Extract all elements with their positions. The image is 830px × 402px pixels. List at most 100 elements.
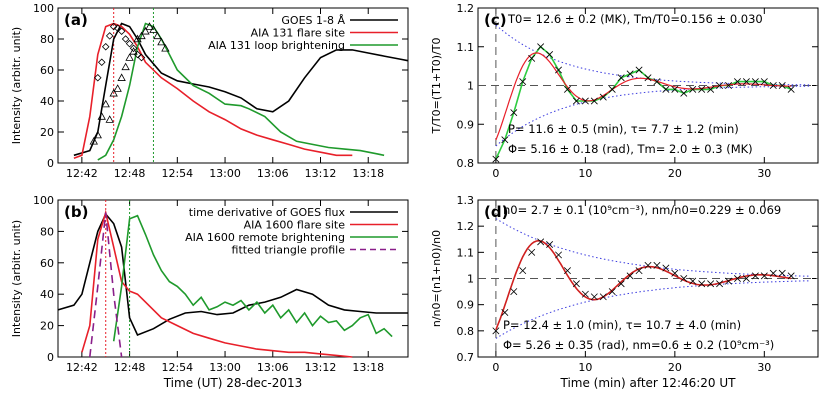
x-tick-label: 13:12 — [305, 167, 337, 180]
data-point — [725, 82, 733, 89]
x-tick-label: 20 — [668, 361, 682, 374]
diamond-marker — [113, 24, 122, 32]
data-point — [644, 74, 652, 82]
diamond-marker — [117, 27, 126, 36]
fit-curve — [495, 52, 792, 141]
data-point — [680, 89, 688, 97]
data-point — [769, 82, 777, 89]
y-tick-label: 60 — [40, 257, 54, 270]
plot-frame — [57, 199, 409, 358]
x-tick-label: 13:12 — [305, 361, 337, 374]
data-point — [581, 290, 589, 298]
data-point — [608, 288, 616, 296]
y-tick-label: 1 — [467, 80, 474, 93]
annotation-text: P= 12.4 ± 1.0 (min), τ= 10.7 ± 4.0 (min) — [503, 318, 741, 332]
x-tick-label: 30 — [757, 361, 771, 374]
data-point — [698, 280, 706, 288]
data-point — [510, 288, 518, 296]
x-tick-label: 20 — [668, 167, 682, 180]
x-tick-label: 10 — [578, 361, 592, 374]
y-tick-label: 1.3 — [457, 194, 475, 207]
data-point — [707, 280, 715, 288]
data-point — [769, 269, 777, 277]
data-point — [716, 280, 724, 288]
triangle-marker — [157, 37, 166, 46]
panel-label: (a) — [64, 11, 88, 29]
data-point — [733, 275, 741, 282]
y-tick-label: 20 — [40, 320, 54, 333]
data-point — [617, 74, 625, 82]
panel-1 — [57, 199, 409, 358]
panel-label: (c) — [484, 11, 507, 29]
legend-label: GOES 1-8 Å — [281, 14, 345, 27]
data-point — [751, 272, 759, 280]
data-point — [698, 85, 706, 93]
envelope-line — [495, 280, 810, 339]
data-point — [707, 85, 715, 93]
y-tick-label: 1.2 — [457, 2, 475, 15]
series-line — [89, 212, 123, 358]
data-point — [778, 82, 786, 89]
diamond-marker — [94, 73, 102, 82]
data-point — [689, 85, 697, 93]
data-point — [501, 136, 509, 144]
data-point — [742, 78, 750, 86]
diamond-marker — [101, 42, 110, 51]
data-line — [495, 45, 792, 160]
legend-label: AIA 131 flare site — [251, 27, 346, 40]
y-tick-label: 1.1 — [457, 41, 475, 54]
x-tick-label: 12:54 — [161, 167, 193, 180]
diamond-marker — [129, 44, 138, 53]
x-tick-label: 12:42 — [66, 361, 98, 374]
diamond-marker — [109, 22, 118, 31]
x-tick-label: 12:48 — [114, 167, 146, 180]
x-tick-label: 30 — [757, 167, 771, 180]
y-tick-label: 80 — [40, 225, 54, 238]
triangle-marker — [109, 88, 118, 97]
y-axis-label: n/n0=(n1+n0)/n0 — [430, 230, 443, 327]
data-point — [635, 66, 643, 74]
data-point — [617, 280, 625, 288]
y-axis-label: Intensity (arbitr. unit) — [10, 220, 23, 337]
annotation-text: Φ= 5.26 ± 0.35 (rad), nm=0.6 ± 0.2 (10⁹c… — [503, 338, 774, 352]
data-point — [492, 327, 500, 335]
data-point — [572, 280, 580, 288]
y-axis-label: T/T0=(T1+T0)/T0 — [430, 37, 443, 134]
envelope-line — [495, 85, 810, 147]
y-tick-label: 80 — [40, 33, 54, 46]
triangle-marker — [153, 31, 162, 40]
diamond-marker — [137, 53, 146, 62]
x-tick-label: 13:06 — [257, 167, 289, 180]
data-point — [519, 78, 527, 86]
series-line — [73, 22, 409, 157]
data-point — [760, 272, 768, 280]
x-tick-label: 10 — [578, 167, 592, 180]
y-tick-label: 0 — [47, 157, 54, 170]
panel-label: (d) — [484, 203, 508, 221]
legend-label: AIA 1600 remote brightening — [185, 231, 345, 244]
data-point — [563, 267, 571, 275]
y-tick-label: 100 — [33, 2, 54, 15]
data-point — [599, 293, 607, 301]
x-tick-label: 13:18 — [352, 167, 384, 180]
annotation-text: n0= 2.7 ± 0.1 (10⁹cm⁻³), nm/n0=0.229 ± 0… — [503, 203, 781, 217]
annotation-text: Φ= 5.16 ± 0.18 (rad), Tm= 2.0 ± 0.3 (MK) — [508, 142, 753, 156]
data-point — [510, 109, 518, 117]
annotation-text: T0= 12.6 ± 0.2 (MK), Tm/T0=0.156 ± 0.030 — [507, 12, 763, 26]
x-axis-label: Time (UT) 28-dec-2013 — [163, 376, 303, 390]
y-tick-label: 0.8 — [457, 325, 475, 338]
data-point — [635, 267, 643, 275]
panel-2 — [477, 7, 819, 164]
triangle-marker — [161, 43, 170, 52]
panel-3 — [477, 199, 819, 358]
data-point — [742, 275, 750, 282]
diamond-marker — [133, 50, 142, 59]
triangle-marker — [101, 99, 110, 108]
plot-frame — [57, 7, 409, 164]
fit-curve — [495, 239, 792, 330]
y-axis-label: Intensity (arbitr. unit) — [10, 27, 23, 144]
data-point — [653, 78, 661, 86]
diamond-marker — [121, 35, 130, 43]
data-point — [716, 82, 724, 89]
data-point — [644, 261, 652, 269]
